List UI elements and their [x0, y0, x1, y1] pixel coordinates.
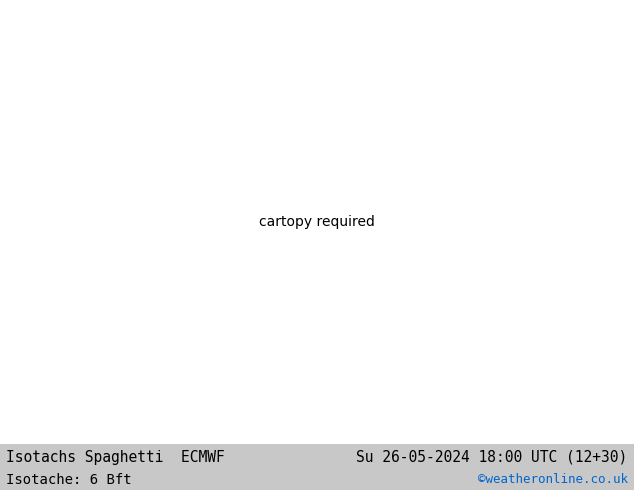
Text: Isotachs Spaghetti  ECMWF: Isotachs Spaghetti ECMWF: [6, 450, 225, 465]
Text: Isotache: 6 Bft: Isotache: 6 Bft: [6, 473, 132, 487]
Text: Su 26-05-2024 18:00 UTC (12+30): Su 26-05-2024 18:00 UTC (12+30): [356, 450, 628, 465]
Text: cartopy required: cartopy required: [259, 215, 375, 229]
Text: ©weatheronline.co.uk: ©weatheronline.co.uk: [477, 473, 628, 487]
FancyBboxPatch shape: [0, 444, 634, 490]
